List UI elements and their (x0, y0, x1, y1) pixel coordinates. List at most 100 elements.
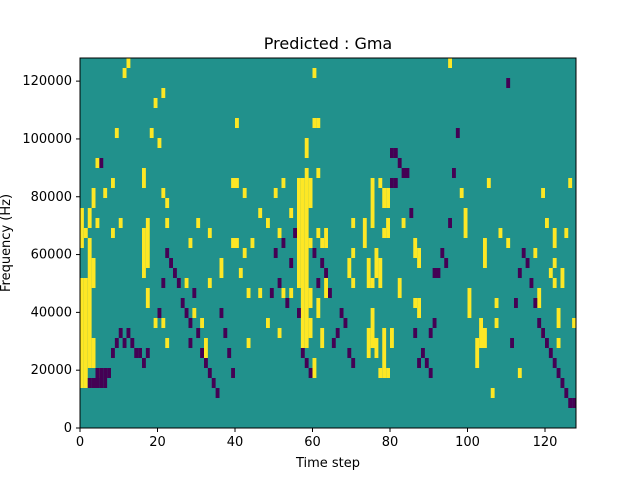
high-cell-1 (80, 368, 84, 378)
high-cell-139 (300, 258, 305, 268)
low-cell-98 (556, 368, 561, 378)
low-cell-39 (227, 348, 232, 358)
low-cell-17 (138, 348, 142, 358)
high-cell-295 (572, 318, 576, 328)
high-cell-108 (250, 238, 255, 248)
high-cell-183 (316, 168, 321, 178)
high-cell-181 (316, 298, 321, 308)
high-cell-64 (142, 248, 146, 258)
high-cell-57 (114, 128, 119, 138)
low-cell-102 (572, 398, 576, 408)
high-cell-176 (312, 368, 317, 378)
high-cell-154 (304, 278, 309, 288)
high-cell-118 (289, 288, 294, 298)
high-cell-264 (479, 318, 483, 328)
high-cell-237 (386, 198, 390, 208)
high-cell-7 (80, 308, 84, 318)
high-cell-190 (324, 238, 328, 248)
high-cell-173 (308, 198, 313, 208)
x-tick-label-6: 120 (533, 435, 558, 450)
high-cell-207 (370, 328, 375, 338)
high-cell-84 (165, 218, 170, 228)
low-cell-56 (328, 288, 332, 298)
high-cell-200 (366, 348, 371, 358)
high-cell-81 (161, 188, 166, 198)
high-cell-107 (246, 288, 251, 298)
high-cell-58 (118, 218, 123, 228)
high-cell-51 (95, 218, 100, 228)
high-cell-142 (300, 228, 305, 238)
x-tick-label-4: 80 (382, 435, 399, 450)
low-cell-72 (417, 358, 421, 368)
high-cell-158 (304, 238, 309, 248)
high-cell-44 (91, 338, 96, 348)
high-cell-220 (374, 248, 379, 258)
high-cell-96 (219, 258, 224, 268)
low-cell-76 (428, 328, 433, 338)
low-cell-22 (165, 248, 170, 258)
low-cell-26 (180, 298, 185, 308)
low-cell-37 (219, 308, 224, 318)
high-cell-259 (475, 358, 480, 368)
low-cell-90 (525, 258, 530, 268)
high-cell-252 (459, 188, 464, 198)
low-cell-65 (393, 178, 398, 188)
high-cell-254 (463, 218, 468, 228)
high-cell-170 (308, 298, 313, 308)
high-cell-132 (300, 328, 305, 338)
high-cell-37 (87, 258, 92, 268)
high-cell-101 (235, 118, 239, 128)
high-cell-153 (304, 288, 309, 298)
high-cell-76 (149, 128, 154, 138)
high-cell-146 (300, 188, 305, 198)
high-cell-189 (324, 278, 328, 288)
high-cell-4 (80, 338, 84, 348)
low-cell-61 (347, 348, 352, 358)
x-tick-label-5: 100 (455, 435, 480, 450)
high-cell-191 (324, 228, 328, 238)
high-cell-20 (83, 328, 88, 338)
high-cell-100 (235, 178, 239, 188)
high-cell-121 (297, 268, 301, 278)
high-cell-265 (483, 338, 487, 348)
high-cell-286 (552, 238, 557, 248)
high-cell-199 (362, 218, 367, 228)
low-cell-48 (297, 308, 301, 318)
low-cell-64 (390, 148, 394, 158)
high-cell-9 (80, 288, 84, 298)
high-cell-234 (386, 368, 390, 378)
high-cell-91 (204, 348, 208, 358)
high-cell-229 (382, 338, 387, 348)
high-cell-242 (397, 278, 402, 288)
heatmap-cells (80, 58, 576, 408)
high-cell-145 (300, 198, 305, 208)
high-cell-269 (483, 238, 487, 248)
high-cell-209 (370, 308, 375, 318)
low-cell-57 (331, 338, 336, 348)
high-cell-79 (157, 138, 162, 148)
high-cell-184 (316, 118, 321, 128)
low-cell-6 (99, 158, 104, 168)
low-cell-68 (401, 168, 406, 178)
high-cell-68 (142, 168, 146, 178)
high-cell-136 (300, 288, 305, 298)
high-cell-78 (153, 98, 158, 108)
y-tick-label-0: 0 (64, 421, 72, 436)
high-cell-24 (83, 288, 88, 298)
high-cell-94 (207, 228, 212, 238)
y-axis: 0 20000 40000 60000 80000 100000 120000 (22, 74, 80, 436)
high-cell-85 (165, 198, 170, 208)
high-cell-137 (300, 278, 305, 288)
high-cell-215 (370, 178, 375, 188)
low-cell-25 (176, 278, 181, 288)
high-cell-112 (266, 218, 270, 228)
high-cell-294 (568, 178, 573, 188)
high-cell-48 (91, 198, 96, 208)
high-cell-177 (312, 358, 317, 368)
high-cell-226 (382, 368, 387, 378)
high-cell-74 (145, 228, 150, 238)
high-cell-169 (308, 318, 313, 328)
high-cell-256 (467, 308, 472, 318)
high-cell-238 (386, 188, 390, 198)
